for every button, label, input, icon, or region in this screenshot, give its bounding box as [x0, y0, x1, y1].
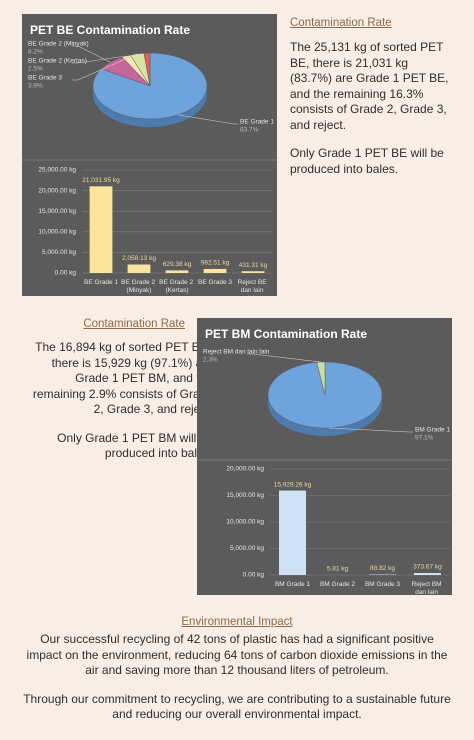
slice-label: BM Grade 1 — [415, 427, 450, 434]
bar — [127, 264, 151, 273]
section-text: Our successful recycling of 42 tons of p… — [22, 632, 452, 736]
slice-value-label: 83.7% — [240, 127, 259, 134]
paragraph: Only Grade 1 PET BE will be produced int… — [290, 146, 444, 176]
bar — [165, 270, 189, 273]
bar-value-label: 629.38 kg — [163, 261, 192, 268]
leader-line — [177, 114, 238, 125]
y-tick-label: 15,000.00 kg — [38, 208, 76, 215]
bar — [414, 573, 441, 575]
section-heading: Contamination Rate — [290, 17, 392, 29]
x-tick-label: Reject BE dan lain lain — [238, 279, 269, 296]
bar — [279, 490, 306, 575]
leader-line — [329, 427, 413, 433]
slice-value-label: 3.9% — [28, 83, 43, 90]
y-tick-label: 5,000.00 kg — [42, 249, 76, 256]
y-tick-label: 20,000.00 kg — [38, 187, 76, 194]
paragraph: The 25,131 kg of sorted PET BE, there is… — [290, 40, 449, 132]
section-heading: Contamination Rate — [83, 318, 185, 330]
bar-value-label: 5.81 kg — [327, 566, 349, 573]
slice-label: BE Grade 2 (Minyak) — [28, 41, 89, 48]
x-tick-label: BM Grade 1 — [275, 581, 310, 588]
slice-label: BE Grade 3 — [28, 75, 62, 82]
leader-line — [72, 45, 111, 63]
y-tick-label: 10,000.00 kg — [226, 519, 264, 526]
section-text: The 16,894 kg of sorted PET BM, there is… — [26, 340, 213, 475]
slice-value-label: 2.5% — [28, 66, 43, 73]
x-tick-label: BE Grade 2 (Minyak) — [121, 279, 157, 294]
pie-slice — [143, 52, 151, 87]
bar-value-label: 21,031.95 kg — [82, 177, 120, 184]
x-tick-label: BE Grade 1 — [84, 279, 118, 286]
bar-value-label: 982.51 kg — [201, 260, 230, 267]
slice-label: BE Grade 1 — [240, 119, 274, 126]
bar-value-label: 373.67 kg — [413, 564, 442, 571]
bar — [203, 268, 227, 273]
bar — [241, 271, 265, 273]
paragraph: The 16,894 kg of sorted PET BM, there is… — [32, 340, 213, 416]
pie-slice — [92, 52, 208, 120]
slice-label: BE Grade 2 (Kertas) — [28, 58, 87, 65]
slice-value-label: 97.1% — [415, 435, 434, 442]
paragraph: Our successful recycling of 42 tons of p… — [26, 632, 448, 677]
x-tick-label: BM Grade 3 — [365, 581, 400, 588]
y-tick-label: 15,000.00 kg — [226, 492, 264, 499]
bar-value-label: 88.82 kg — [370, 565, 395, 572]
y-tick-label: 0.00 kg — [55, 270, 77, 277]
paragraph: Through our commitment to recycling, we … — [23, 691, 451, 722]
section-heading: Environmental Impact — [181, 616, 293, 628]
leader-line — [247, 353, 321, 363]
y-tick-label: 0.00 kg — [243, 572, 265, 579]
y-tick-label: 20,000.00 kg — [226, 466, 264, 473]
leader-line — [72, 55, 127, 64]
slice-value-label: 8.2% — [28, 49, 43, 56]
y-tick-label: 5,000.00 kg — [230, 545, 264, 552]
slice-label: Reject BM dan lain lain — [203, 349, 270, 356]
y-tick-label: 10,000.00 kg — [38, 229, 76, 236]
bar-value-label: 15,929.26 kg — [274, 481, 312, 488]
x-tick-label: Reject BM dan lain lain — [412, 581, 444, 595]
chart-panel: PET BE Contamination Rate BE Grade 1 83.7%… — [22, 14, 277, 302]
slice-value-label: 2.3% — [203, 357, 218, 364]
x-tick-label: BE Grade 3 — [198, 279, 232, 286]
chart-title: PET BM Contamination Rate — [205, 327, 367, 341]
section-text: The 25,131 kg of sorted PET BE, there is… — [290, 40, 450, 190]
x-tick-label: BM Grade 2 — [320, 581, 355, 588]
chart-panel: PET BM Contamination Rate BM Grade 1 97.1%… — [197, 318, 452, 604]
y-tick-label: 25,000.00 kg — [38, 167, 76, 174]
bar-value-label: 431.31 kg — [239, 262, 268, 269]
x-tick-label: BE Grade 2 (Kertas) — [159, 279, 195, 294]
bar — [89, 186, 113, 273]
leader-line — [72, 53, 138, 81]
paragraph: Only Grade 1 PET BM will be produced int… — [57, 430, 213, 461]
chart-title: PET BE Contamination Rate — [30, 23, 190, 37]
bar-value-label: 2,058.13 kg — [122, 255, 156, 262]
